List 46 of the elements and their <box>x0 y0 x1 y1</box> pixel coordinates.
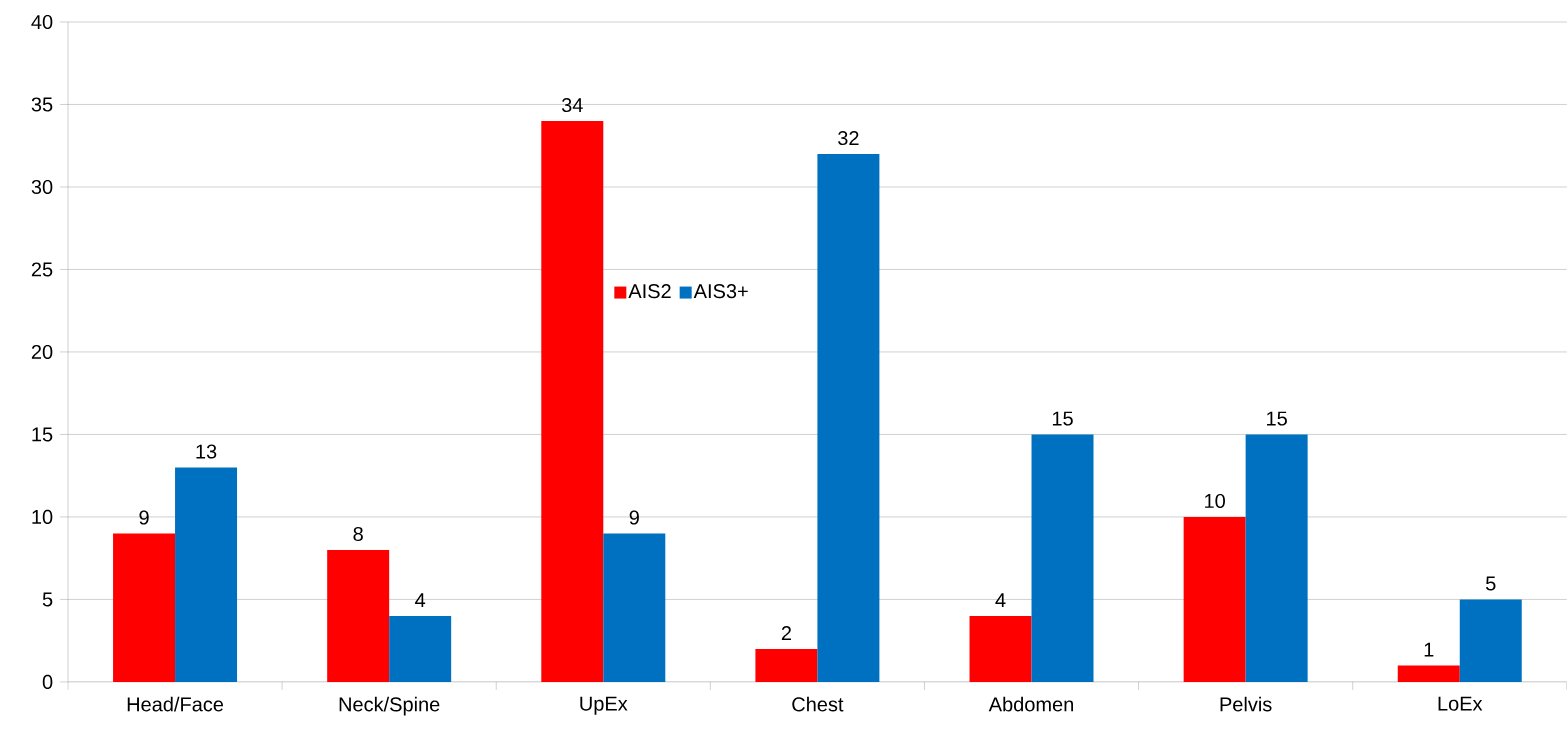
bar <box>755 648 818 682</box>
data-label: 4 <box>995 593 1006 608</box>
y-tick-label: 20 <box>31 344 53 360</box>
y-tick-label: 40 <box>31 14 53 30</box>
data-label: 9 <box>629 510 639 525</box>
bar <box>1183 516 1246 682</box>
x-tick-label: Chest <box>792 696 844 712</box>
x-tick-label: LoEx <box>1438 696 1483 711</box>
y-tick-label: 10 <box>32 509 53 525</box>
data-label: 10 <box>1205 493 1225 509</box>
data-label: 32 <box>838 131 859 146</box>
bar <box>327 549 390 682</box>
bar <box>817 154 880 682</box>
data-label: 13 <box>196 444 217 459</box>
bar <box>389 615 452 682</box>
data-label: 5 <box>1485 576 1496 591</box>
legend-label: AIS3+ <box>693 284 748 299</box>
data-label: 2 <box>781 626 791 641</box>
legend-label: AIS2 <box>628 284 671 299</box>
data-label: 9 <box>139 510 149 525</box>
y-tick-label: 25 <box>31 262 53 277</box>
x-tick-label: Head/Face <box>127 696 224 712</box>
y-tick-label: 5 <box>42 592 53 607</box>
data-label: 15 <box>1267 411 1287 426</box>
bar <box>541 121 604 682</box>
data-label: 34 <box>561 98 583 113</box>
bar <box>1397 665 1460 682</box>
bar <box>175 467 238 682</box>
bar <box>603 533 666 682</box>
x-tick-label: Pelvis <box>1220 696 1272 712</box>
bar <box>1245 434 1308 682</box>
x-tick-label: Neck/Spine <box>339 696 440 716</box>
bar <box>1459 599 1522 682</box>
data-label: 15 <box>1052 411 1073 426</box>
data-label: 8 <box>353 526 363 542</box>
bar <box>113 533 176 682</box>
bar <box>969 615 1032 682</box>
data-label: 1 <box>1424 642 1434 657</box>
x-tick-label: UpEx <box>580 696 628 715</box>
x-tick-label: Abdomen <box>988 696 1074 712</box>
data-label: 4 <box>415 593 426 608</box>
y-tick-label: 30 <box>31 179 53 195</box>
y-tick-label: 15 <box>32 427 53 442</box>
y-tick-label: 35 <box>31 97 53 112</box>
y-tick-label: 0 <box>42 674 53 690</box>
bar <box>1031 434 1094 682</box>
